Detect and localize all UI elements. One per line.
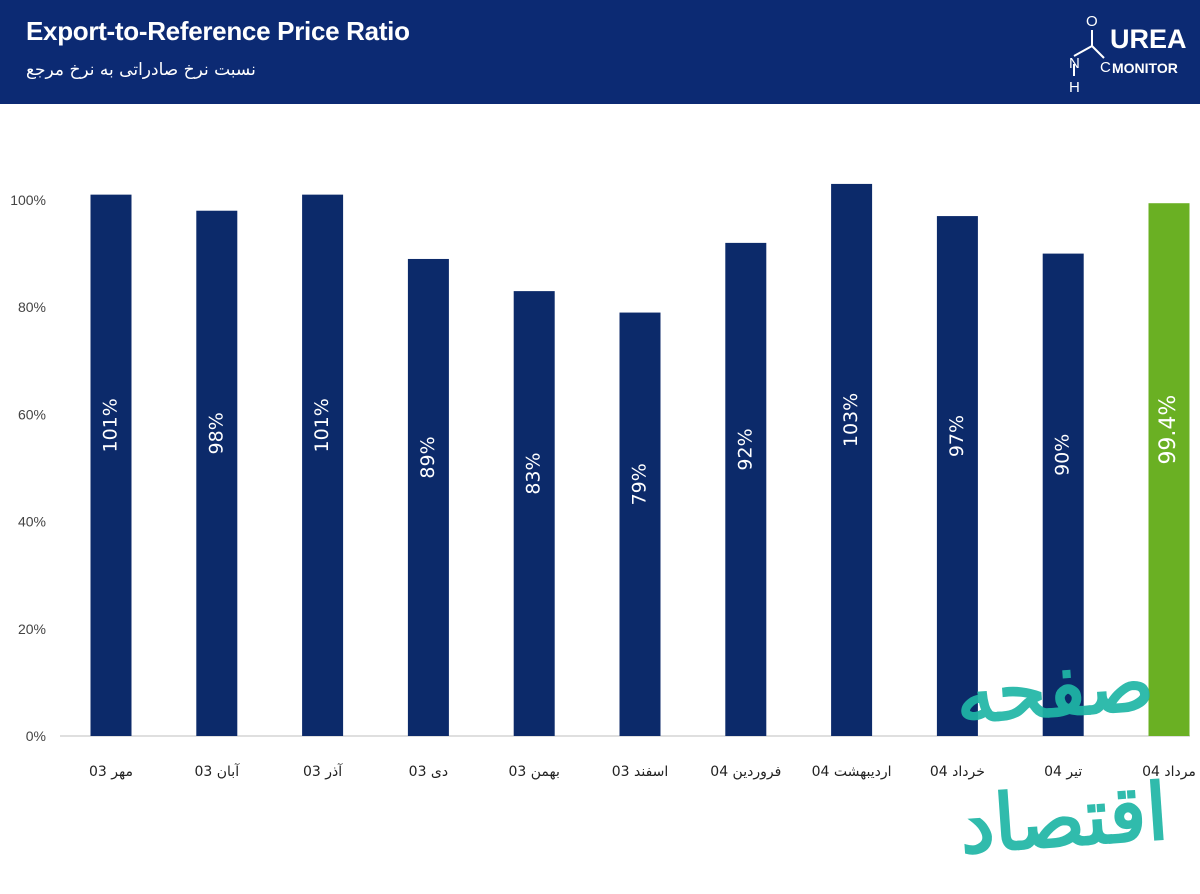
data-label: 97% xyxy=(946,415,968,457)
molecule-icon: O N H C xyxy=(1069,13,1111,94)
bar xyxy=(302,194,344,736)
x-tick-label: خرداد 04 xyxy=(930,764,985,780)
data-label: 101% xyxy=(100,398,122,452)
x-tick-label: آذر 03 xyxy=(303,763,343,780)
bar xyxy=(831,183,873,737)
chart-subtitle: نسبت نرخ صادراتی به نرخ مرجع xyxy=(26,60,256,80)
bar xyxy=(936,216,978,736)
bar xyxy=(513,291,555,736)
x-tick-label: فروردین 04 xyxy=(710,764,781,780)
y-tick-label: 40% xyxy=(18,514,46,530)
x-tick-label: بهمن 03 xyxy=(509,764,560,780)
y-tick-label: 20% xyxy=(18,621,46,637)
bar xyxy=(90,194,132,736)
data-label: 89% xyxy=(417,436,439,478)
data-label: 90% xyxy=(1052,434,1074,476)
logo-atom-n: N xyxy=(1069,55,1080,72)
y-tick-label: 60% xyxy=(18,406,46,422)
x-tick-label: اردیبهشت 04 xyxy=(812,764,892,780)
y-tick-label: 0% xyxy=(26,728,46,744)
bar xyxy=(725,242,767,736)
data-label: 83% xyxy=(523,452,545,494)
x-tick-label: آبان 03 xyxy=(194,763,240,780)
x-tick-label: دی 03 xyxy=(409,764,448,780)
bar xyxy=(1042,253,1084,736)
bar xyxy=(407,258,449,736)
x-tick-label: تیر 04 xyxy=(1044,764,1082,780)
chart-header: Export-to-Reference Price Ratio نسبت نرخ… xyxy=(0,0,1200,104)
x-tick-label: اسفند 03 xyxy=(612,764,669,780)
chart-title: Export-to-Reference Price Ratio xyxy=(26,16,410,46)
data-label: 79% xyxy=(629,463,651,505)
bar-chart: 0% 20% 40% 60% 80% 100% 101% مهر 03 98% آبان 03 10… xyxy=(10,183,1196,780)
logo-atom-o: O xyxy=(1086,13,1098,30)
bar xyxy=(1148,203,1190,736)
y-tick-label: 80% xyxy=(18,299,46,315)
data-label: 101% xyxy=(311,398,333,452)
x-tick-label: مرداد 04 xyxy=(1142,764,1196,780)
x-tick-label: مهر 03 xyxy=(89,764,133,780)
bar xyxy=(619,312,661,736)
y-tick-label: 100% xyxy=(10,192,46,208)
logo-word-monitor: MONITOR xyxy=(1112,60,1178,76)
data-label: 99.4% xyxy=(1156,395,1181,465)
logo-word-urea: UREA xyxy=(1110,24,1187,54)
bar xyxy=(196,210,238,737)
data-label: 98% xyxy=(205,412,227,454)
urea-monitor-logo: O N H C UREA MONITOR xyxy=(1060,10,1190,94)
logo-atom-c: C xyxy=(1100,59,1111,76)
logo-atom-h: H xyxy=(1069,79,1080,94)
data-label: 92% xyxy=(734,428,756,470)
data-label: 103% xyxy=(840,393,862,447)
